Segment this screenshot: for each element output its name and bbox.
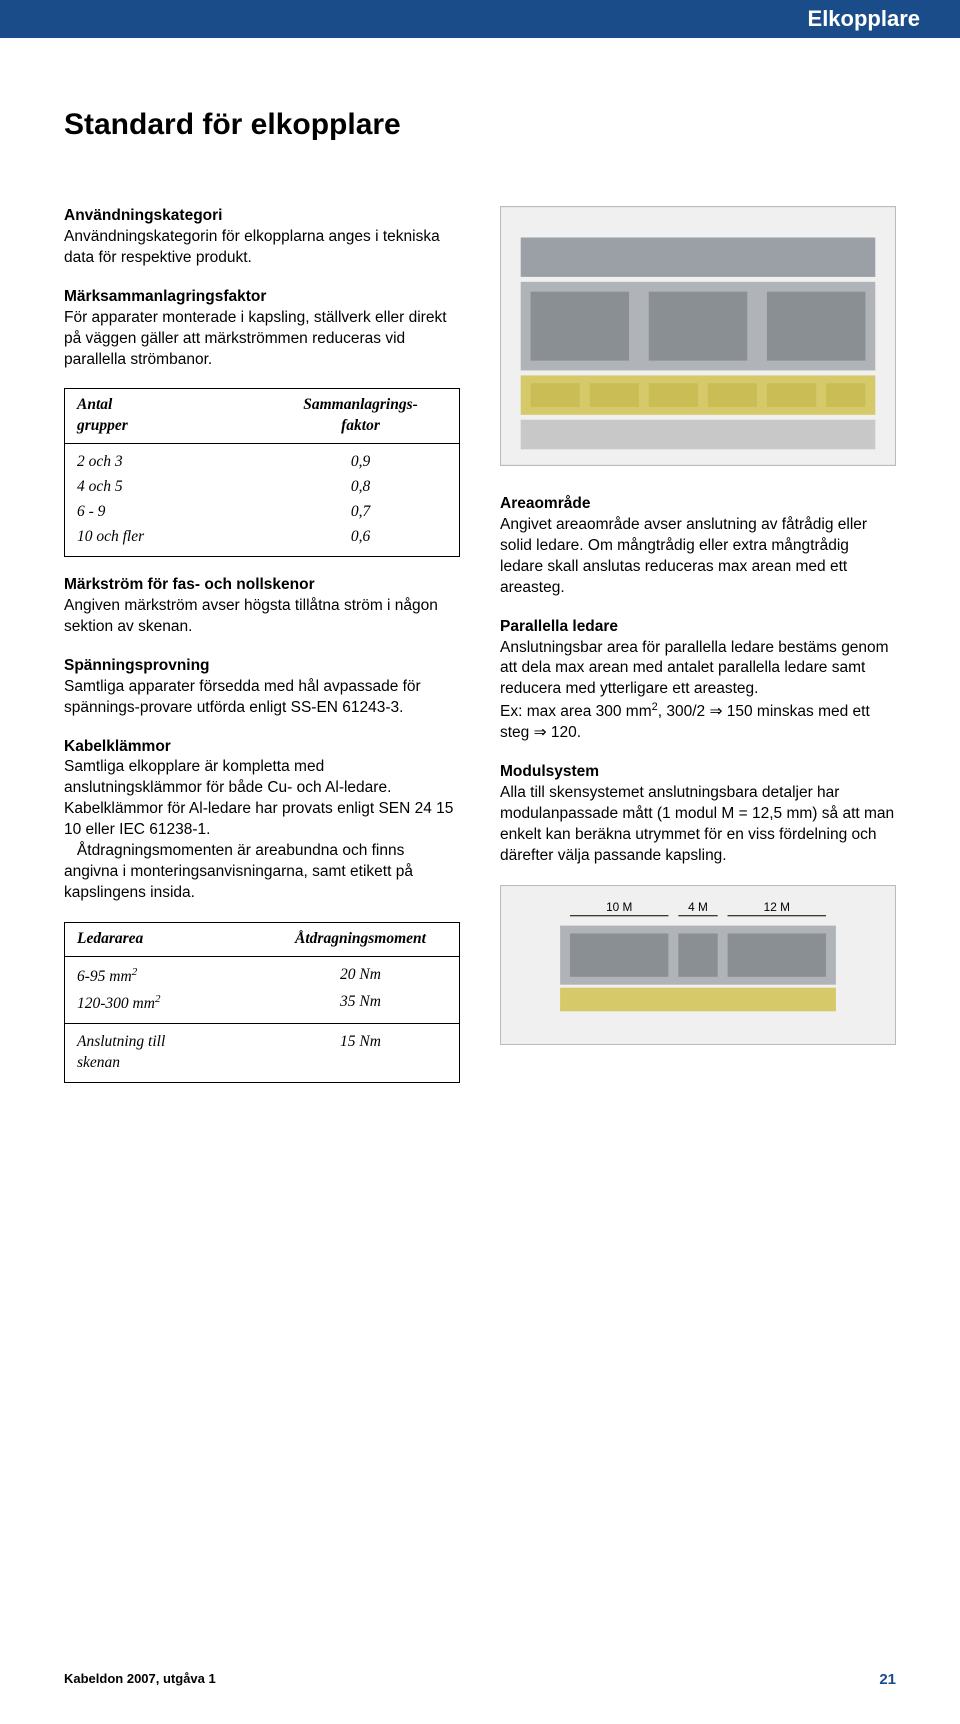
table-header-row: Ledararea Åtdragningsmoment — [65, 923, 459, 957]
section-heading: Spänningsprovning — [64, 657, 210, 674]
section-heading: Areaområde — [500, 495, 590, 512]
header-bar: Elkopplare — [0, 0, 960, 38]
section-derating-factor: Märksammanlagringsfaktor För apparater m… — [64, 287, 460, 371]
section-body: Samtliga elkopplare är kompletta med ans… — [64, 758, 453, 838]
section-heading: Kabelklämmor — [64, 738, 171, 755]
section-module-system: Modulsystem Alla till skensystemet anslu… — [500, 762, 896, 867]
section-heading: Modulsystem — [500, 763, 599, 780]
ex-part: , 300/2 — [658, 703, 710, 720]
table-row: 10 och fler 0,6 — [65, 525, 459, 550]
th-line: Sammanlagrings- — [303, 396, 418, 413]
module-illustration-icon: 10 M 4 M 12 M — [501, 886, 895, 1044]
section-body: Användningskategorin för elkopplarna ang… — [64, 228, 440, 266]
table-body: 2 och 3 0,9 4 och 5 0,8 6 - 9 0,7 10 o — [65, 444, 459, 556]
torque-table: Ledararea Åtdragningsmoment 6-95 mm2 20 … — [64, 922, 460, 1083]
table-header-cell: Sammanlagrings- faktor — [262, 389, 459, 443]
table-row: 120-300 mm2 35 Nm — [65, 990, 459, 1017]
section-body: För apparater monterade i kapsling, stäl… — [64, 309, 447, 368]
section-heading: Märksammanlagringsfaktor — [64, 288, 266, 305]
section-rated-current: Märkström för fas- och nollskenor Angive… — [64, 575, 460, 638]
th-line: Antal — [77, 396, 112, 413]
table-header-cell: Ledararea — [65, 923, 262, 956]
table-cell: 2 och 3 — [65, 450, 262, 475]
table-header-row: Antal grupper Sammanlagrings- faktor — [65, 389, 459, 444]
device-illustration-icon — [501, 207, 895, 465]
superscript: 2 — [155, 993, 161, 1005]
table-row: Anslutning till skenan 15 Nm — [65, 1030, 459, 1076]
page-footer: Kabeldon 2007, utgåva 1 21 — [64, 1671, 896, 1688]
page-number: 21 — [879, 1671, 896, 1688]
section-cable-clamps: Kabelklämmor Samtliga elkopplare är komp… — [64, 737, 460, 904]
section-heading: Parallella ledare — [500, 618, 618, 635]
footer-edition: Kabeldon 2007, utgåva 1 — [64, 1671, 216, 1688]
table-cell: 0,8 — [262, 475, 459, 500]
table-row: 4 och 5 0,8 — [65, 475, 459, 500]
table-cell: 0,6 — [262, 525, 459, 550]
right-arrow-icon — [709, 703, 722, 720]
area-value: 120-300 mm — [77, 995, 155, 1012]
ex-part: Ex: max area 300 mm — [500, 703, 652, 720]
table-cell: 35 Nm — [262, 990, 459, 1017]
cell-line: skenan — [77, 1054, 120, 1071]
section-area-range: Areaområde Angivet areaområde avser ansl… — [500, 494, 896, 599]
section-body: Angiven märkström avser högsta tillåtna … — [64, 597, 438, 635]
dim-label: 4 M — [688, 900, 708, 914]
table-header-cell: Antal grupper — [65, 389, 262, 443]
right-column: Areaområde Angivet areaområde avser ansl… — [500, 206, 896, 1101]
derating-table: Antal grupper Sammanlagrings- faktor 2 o… — [64, 388, 460, 557]
table-cell: 10 och fler — [65, 525, 262, 550]
dim-label: 10 M — [606, 900, 632, 914]
table-cell: 0,7 — [262, 500, 459, 525]
section-heading: Märkström för fas- och nollskenor — [64, 576, 315, 593]
two-column-layout: Användningskategori Användningskategorin… — [64, 206, 896, 1101]
table-cell: 20 Nm — [262, 963, 459, 990]
table-row: 2 och 3 0,9 — [65, 450, 459, 475]
section-body: Anslutningsbar area för parallella ledar… — [500, 639, 889, 698]
table-cell: 15 Nm — [262, 1030, 459, 1076]
header-category: Elkopplare — [808, 6, 920, 32]
section-body: Åtdragningsmomenten är areabundna och fi… — [64, 842, 413, 901]
section-usage-category: Användningskategori Användningskategorin… — [64, 206, 460, 269]
page-title: Standard för elkopplare — [64, 108, 896, 142]
area-value: 6-95 mm — [77, 968, 132, 985]
table-cell: 0,9 — [262, 450, 459, 475]
ex-part: 120. — [547, 724, 581, 741]
section-body: Samtliga apparater försedda med hål avpa… — [64, 678, 421, 716]
table-cell: 4 och 5 — [65, 475, 262, 500]
th-line: grupper — [77, 417, 128, 434]
left-column: Användningskategori Användningskategorin… — [64, 206, 460, 1101]
table-cell: Anslutning till skenan — [65, 1030, 262, 1076]
section-parallel-conductors: Parallella ledare Anslutningsbar area fö… — [500, 617, 896, 745]
section-voltage-test: Spänningsprovning Samtliga apparater för… — [64, 656, 460, 719]
module-dimension-image: 10 M 4 M 12 M — [500, 885, 896, 1045]
table-cell: 6 - 9 — [65, 500, 262, 525]
table-row: 6 - 9 0,7 — [65, 500, 459, 525]
section-heading: Användningskategori — [64, 207, 222, 224]
section-body: Angivet areaområde avser anslutning av f… — [500, 516, 867, 596]
product-image — [500, 206, 896, 466]
right-arrow-icon — [534, 724, 547, 741]
table-body: 6-95 mm2 20 Nm 120-300 mm2 35 Nm — [65, 957, 459, 1024]
table-cell: 120-300 mm2 — [65, 990, 262, 1017]
th-line: faktor — [341, 417, 380, 434]
dim-label: 12 M — [764, 900, 790, 914]
content-area: Standard för elkopplare Användningskateg… — [0, 38, 960, 1101]
table-header-cell: Åtdragningsmoment — [262, 923, 459, 956]
section-body: Alla till skensystemet anslutningsbara d… — [500, 784, 894, 864]
superscript: 2 — [132, 966, 138, 978]
example-text: Ex: max area 300 mm2, 300/2 150 minskas … — [500, 703, 870, 741]
table-row: 6-95 mm2 20 Nm — [65, 963, 459, 990]
table-body: Anslutning till skenan 15 Nm — [65, 1024, 459, 1082]
cell-line: Anslutning till — [77, 1033, 165, 1050]
table-cell: 6-95 mm2 — [65, 963, 262, 990]
page: Elkopplare Standard för elkopplare Använ… — [0, 0, 960, 1724]
